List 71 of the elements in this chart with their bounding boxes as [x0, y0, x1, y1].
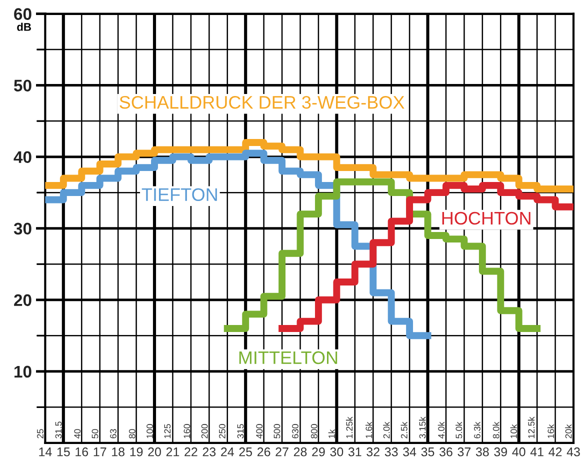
x2-tick-label: 630: [292, 424, 298, 438]
text: SCHALLDRUCK DER 3-WEG-BOX: [120, 96, 404, 109]
y-tick-label: 40: [14, 151, 32, 164]
series-label: MITTELTON: [239, 351, 338, 364]
x-tick-label: 31: [348, 447, 362, 456]
x-tick-label: 14: [39, 448, 52, 456]
y-tick-label: 30: [14, 222, 32, 235]
x-tick-label: 21: [166, 447, 180, 456]
x-tick-label: 34: [403, 447, 416, 456]
x2-tick-label: 8.0k: [492, 422, 500, 438]
x-tick-label: 38: [476, 447, 489, 456]
x2-tick-label: 800: [310, 424, 318, 438]
x2-tick-label: 80: [128, 429, 136, 438]
x-tick-label: 17: [94, 448, 106, 456]
x-tick-label: 41: [530, 448, 544, 456]
x-tick-label: 25: [239, 447, 252, 456]
x-tick-label: 23: [202, 447, 216, 456]
x2-tick-label: 12.5k: [528, 416, 535, 438]
x-tick-label: 37: [458, 447, 471, 456]
x-tick-label: 18: [112, 447, 124, 456]
x2-tick-label: 5.0k: [456, 422, 462, 438]
x-tick-label: 42: [548, 447, 562, 456]
y-tick-label: 20: [14, 294, 32, 306]
x2-tick-label: 1k: [328, 429, 335, 438]
x-tick-label: 35: [421, 447, 434, 456]
y-tick-label: 50: [14, 80, 32, 92]
x2-tick-label: 315: [237, 424, 244, 438]
x2-tick-label: 20k: [565, 424, 572, 438]
x-tick-label: 43: [566, 447, 580, 456]
x-tick-label: 27: [276, 447, 288, 456]
x2-tick-label: 500: [274, 424, 280, 438]
x2-tick-label: 6.3k: [474, 422, 480, 438]
x2-tick-label: 25: [37, 429, 44, 438]
x-tick-label: 39: [494, 447, 507, 456]
x-tick-label: 26: [257, 447, 270, 456]
x-tick-label: 33: [384, 447, 398, 456]
x-tick-label: 20: [148, 447, 161, 456]
x2-tick-label: 2.5k: [400, 422, 408, 438]
y-axis-title: dB: [17, 22, 31, 31]
x-tick-label: 36: [440, 447, 452, 456]
x2-tick-label: 250: [219, 424, 226, 438]
x2-tick-label: 4.0k: [438, 422, 445, 439]
x2-tick-label: 400: [256, 424, 263, 439]
y-tick-label: 60: [14, 8, 32, 20]
x2-tick-label: 160: [184, 424, 190, 438]
x-tick-label: 15: [57, 448, 70, 456]
x2-tick-label: 31.5: [55, 422, 62, 438]
y-tick-label: 10: [14, 366, 32, 378]
x-tick-label: 22: [184, 447, 198, 456]
x2-tick-label: 63: [110, 429, 116, 438]
x2-tick-label: 100: [146, 424, 153, 438]
x2-tick-label: 10k: [510, 424, 517, 438]
x-tick-label: 28: [294, 447, 307, 456]
x2-tick-label: 2.0k: [383, 422, 390, 438]
x2-tick-label: 1.6k: [365, 422, 372, 438]
x-tick-label: 16: [76, 447, 88, 456]
x2-tick-label: 16k: [547, 424, 554, 438]
x-tick-label: 40: [512, 447, 526, 456]
x-tick-label: 19: [130, 447, 143, 456]
x-tick-label: 30: [330, 447, 344, 456]
x2-tick-label: 125: [164, 424, 171, 438]
series-label: TIEFTON: [142, 188, 217, 202]
x2-tick-label: 3.15k: [419, 416, 426, 438]
x2-tick-label: 40: [74, 429, 81, 439]
x2-tick-label: 200: [201, 424, 208, 438]
x-tick-label: 32: [366, 447, 380, 456]
x-tick-label: 24: [221, 447, 234, 456]
series-label: HOCHTON: [442, 212, 530, 225]
x-tick-label: 29: [312, 447, 325, 456]
x2-tick-label: 50: [92, 429, 98, 438]
x2-tick-label: 1.25k: [346, 416, 353, 438]
